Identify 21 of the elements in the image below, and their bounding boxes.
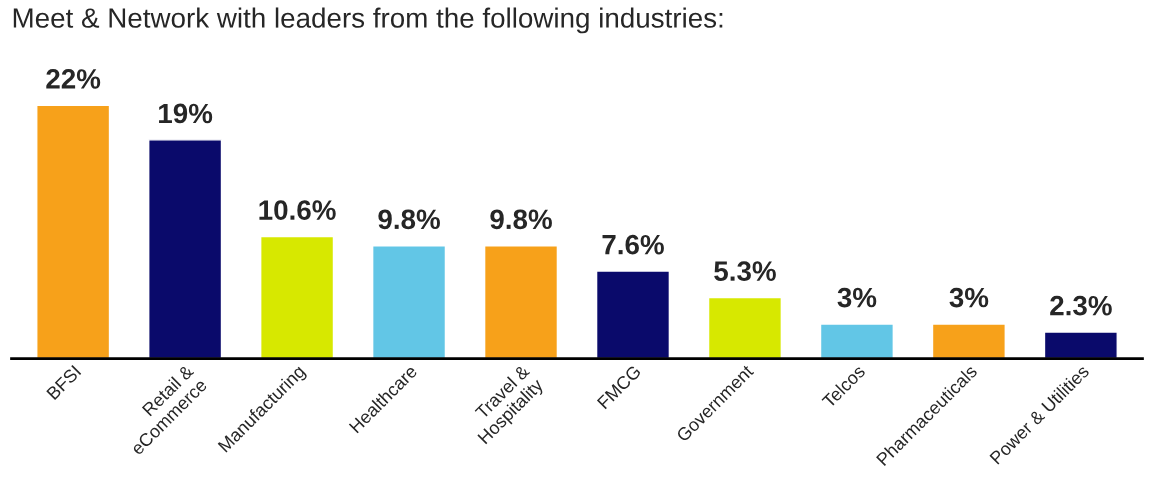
bar — [707, 296, 783, 359]
bar — [371, 245, 447, 359]
data-label: 5.3% — [714, 261, 776, 281]
data-label: 9.8% — [490, 209, 552, 230]
bar — [148, 139, 223, 359]
bar — [1043, 331, 1118, 359]
bar — [819, 323, 895, 359]
data-label: 22% — [46, 69, 101, 89]
bar — [931, 323, 1006, 359]
data-label: 19% — [159, 103, 213, 124]
data-label: 2.3% — [1050, 295, 1112, 316]
bar — [36, 104, 111, 359]
bar — [595, 270, 671, 359]
data-label: 9.8% — [378, 209, 440, 230]
bar — [483, 245, 559, 359]
chart-title: Meet & Network with leaders from the following industries: — [13, 7, 723, 34]
bar — [259, 235, 335, 359]
data-label: 7.6% — [602, 234, 664, 255]
data-label: 10.6% — [259, 200, 336, 220]
data-label: 3% — [949, 287, 989, 308]
data-label: 3% — [837, 287, 877, 308]
